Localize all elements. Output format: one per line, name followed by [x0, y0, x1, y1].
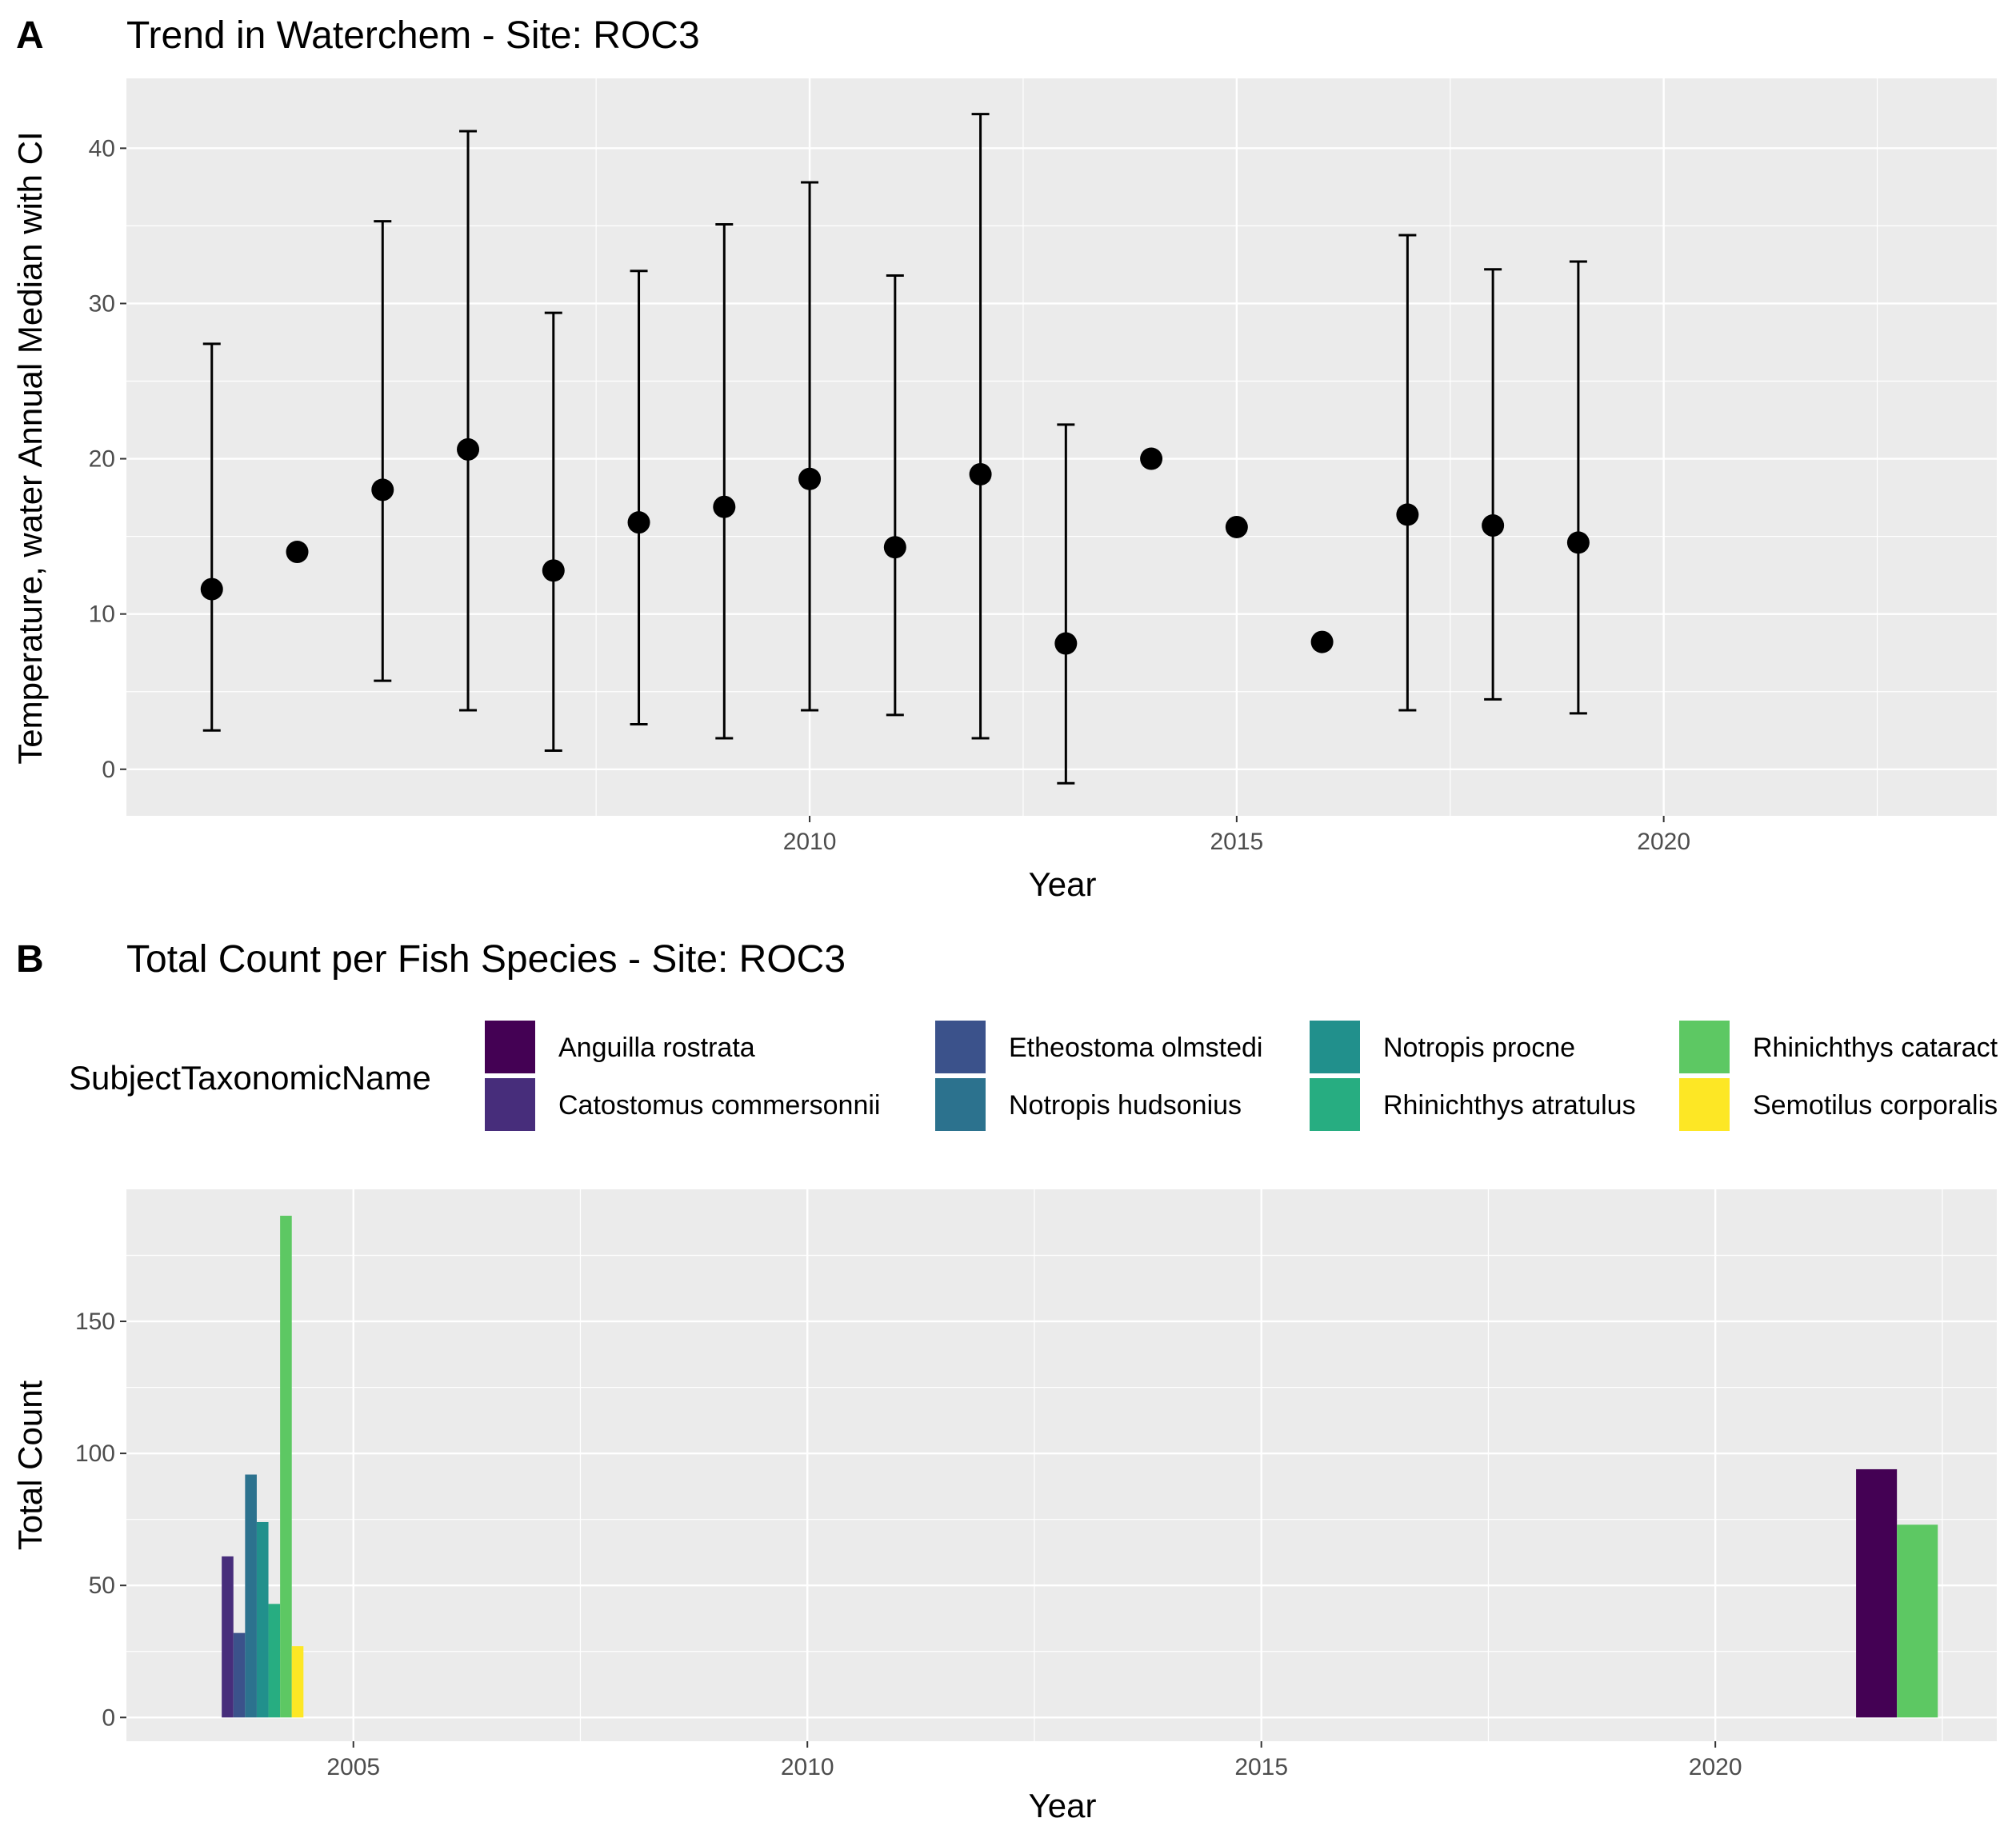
bar — [1897, 1524, 1938, 1718]
legend-label: Semotilus corporalis — [1753, 1090, 1998, 1121]
panel-b-background — [126, 1189, 1997, 1741]
legend-title: SubjectTaxonomicName — [69, 1059, 431, 1097]
data-point — [1054, 632, 1078, 655]
panel-a-title: Trend in Waterchem - Site: ROC3 — [126, 14, 700, 57]
y-tick-label: 50 — [89, 1572, 115, 1599]
panel-b-y-axis-title: Total Count — [11, 1380, 49, 1550]
data-point — [627, 511, 650, 534]
bar — [1856, 1468, 1898, 1718]
y-tick-label: 150 — [75, 1309, 115, 1335]
data-point — [371, 478, 394, 501]
panel-a-x-axis-title: Year — [1029, 865, 1097, 903]
data-point — [1566, 531, 1590, 554]
data-point — [542, 559, 565, 582]
data-point — [1310, 630, 1334, 653]
panel-a-background — [126, 78, 1997, 816]
legend-key — [934, 1077, 987, 1133]
panel-a-tag: A — [16, 14, 44, 57]
legend-label: Anguilla rostrata — [558, 1033, 755, 1063]
bar — [291, 1646, 304, 1718]
legend-key — [934, 1019, 987, 1075]
legend-label: Notropis procne — [1383, 1033, 1575, 1063]
data-point — [883, 536, 906, 559]
x-tick-label: 2015 — [1234, 1754, 1288, 1780]
y-tick-label: 10 — [89, 601, 115, 628]
y-tick-label: 30 — [89, 290, 115, 317]
bar — [222, 1556, 234, 1718]
legend-label: Catostomus commersonnii — [558, 1090, 880, 1121]
y-tick-label: 40 — [89, 135, 115, 162]
panel-b-x-axis-title: Year — [1029, 1787, 1097, 1824]
panel-b-plot: 0 50 100 150 2005 2010 2015 2020 — [75, 1189, 1997, 1780]
legend-key — [1678, 1077, 1731, 1133]
legend-key — [1308, 1019, 1362, 1075]
data-point — [798, 467, 822, 490]
data-point — [1396, 503, 1419, 526]
bar — [268, 1604, 281, 1718]
x-tick-label: 2010 — [781, 1754, 834, 1780]
x-tick-label: 2020 — [1689, 1754, 1742, 1780]
legend-label: Rhinichthys atratulus — [1383, 1090, 1636, 1121]
panel-a-y-axis-title: Temperature, water Annual Median with CI — [11, 131, 49, 764]
bar — [280, 1216, 292, 1718]
data-point — [200, 577, 223, 601]
x-tick-label: 2020 — [1637, 829, 1690, 855]
bar — [245, 1474, 257, 1718]
data-point — [457, 438, 480, 461]
legend-key — [1308, 1077, 1362, 1133]
x-tick-label: 2010 — [783, 829, 837, 855]
panel-b-legend: Anguilla rostrata Catostomus commersonnii… — [483, 1019, 1998, 1133]
legend-key — [483, 1077, 537, 1133]
panel-b-tag: B — [16, 938, 44, 981]
data-point — [713, 495, 736, 518]
y-tick-label: 100 — [75, 1440, 115, 1467]
y-tick-label: 20 — [89, 446, 115, 473]
data-point — [286, 541, 309, 564]
bar — [233, 1632, 246, 1718]
y-tick-label: 0 — [102, 757, 115, 783]
panel-b-title: Total Count per Fish Species - Site: ROC… — [126, 938, 846, 981]
legend-key — [1678, 1019, 1731, 1075]
legend-key — [483, 1019, 537, 1075]
data-point — [969, 462, 992, 485]
legend-label: Etheostoma olmstedi — [1009, 1033, 1263, 1063]
legend-label: Notropis hudsonius — [1009, 1090, 1242, 1121]
bar — [256, 1521, 269, 1718]
panel-a-plot: 0 10 20 30 40 2010 2015 2020 — [89, 78, 1997, 855]
legend-label: Rhinichthys cataract — [1753, 1033, 1998, 1063]
data-point — [1225, 515, 1248, 538]
x-tick-label: 2005 — [326, 1754, 380, 1780]
x-tick-label: 2015 — [1210, 829, 1263, 855]
data-point — [1140, 447, 1163, 470]
y-tick-label: 0 — [102, 1704, 115, 1731]
data-point — [1482, 514, 1505, 537]
